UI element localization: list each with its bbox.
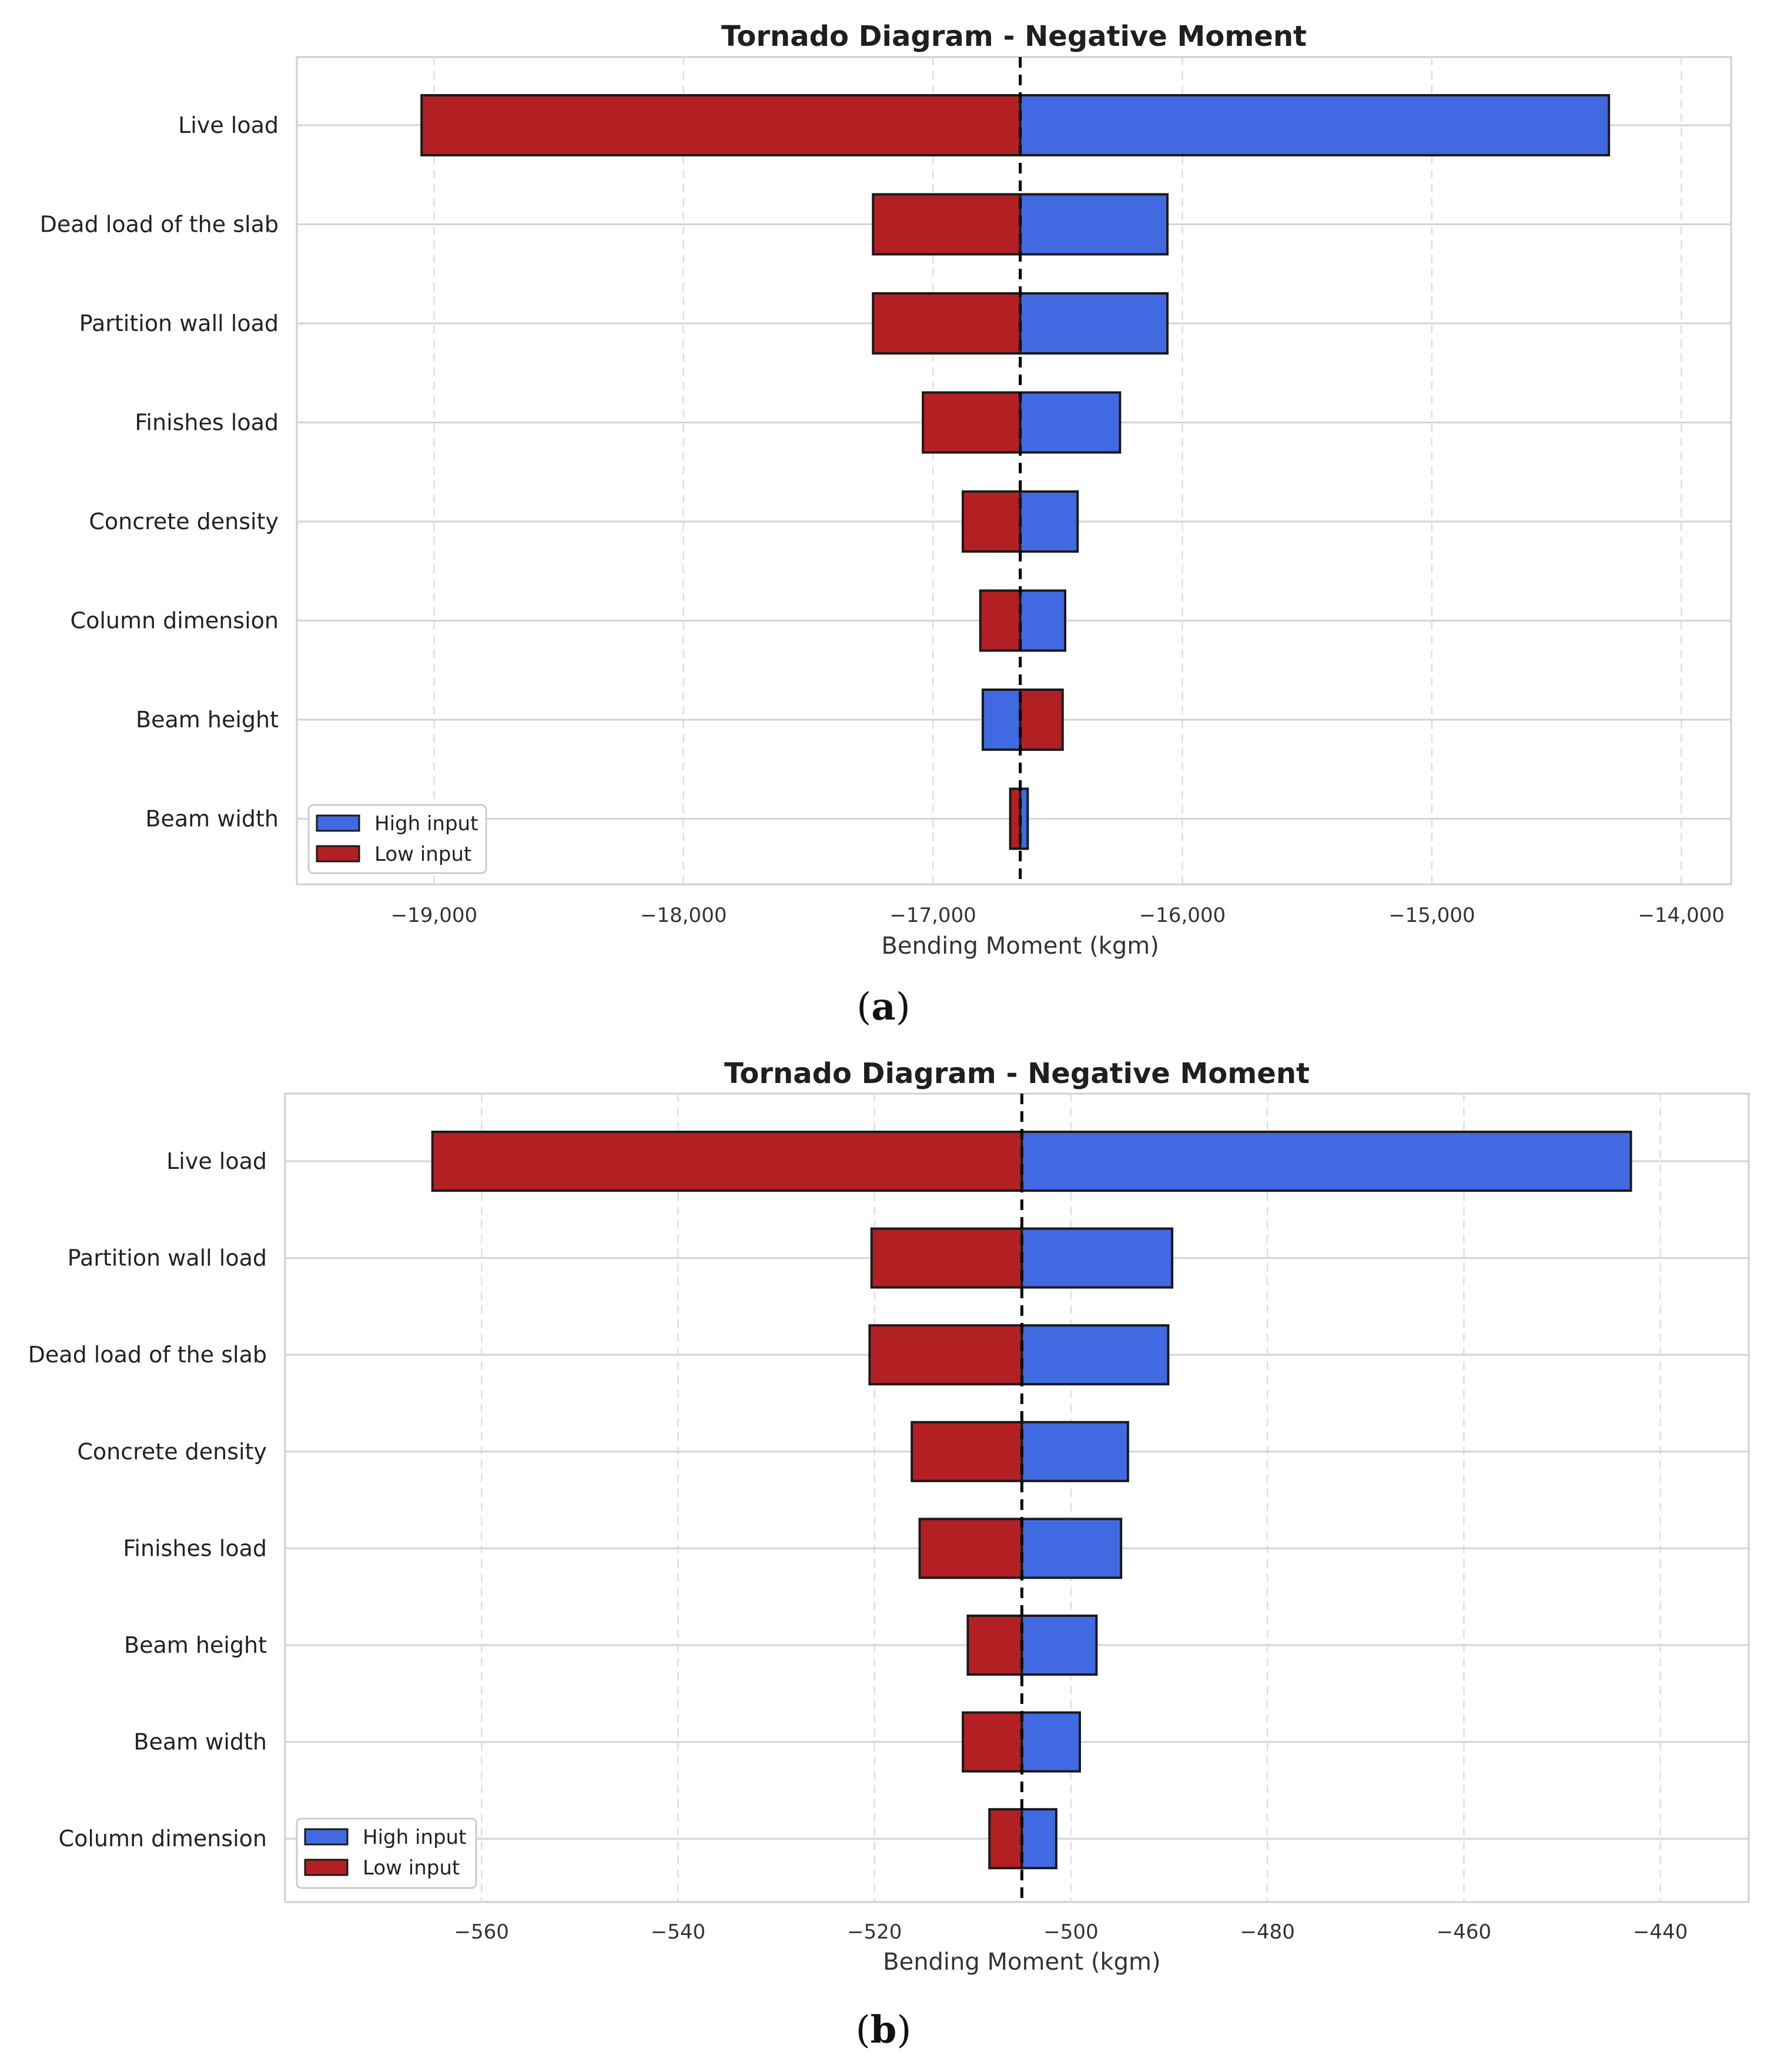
y-tick-label-beam-height: Beam height xyxy=(124,1632,267,1658)
bar-high-beam-height xyxy=(1020,1615,1098,1676)
bar-high-partition-wall-load xyxy=(1020,1227,1174,1289)
plot-area xyxy=(284,1092,1750,1903)
x-tick-label: −17,000 xyxy=(889,904,976,927)
bar-high-dead-load-of-the-slab xyxy=(1019,193,1169,256)
y-tick-label-beam-width: Beam width xyxy=(145,806,279,832)
legend-swatch-high xyxy=(316,814,360,832)
bar-low-concrete-density xyxy=(962,490,1022,553)
bar-low-partition-wall-load xyxy=(872,292,1022,355)
x-tick-label: −16,000 xyxy=(1139,904,1226,927)
bar-low-live-load xyxy=(431,1131,1023,1192)
bar-low-column-dimension xyxy=(988,1808,1023,1870)
y-tick-label-concrete-density: Concrete density xyxy=(89,509,279,534)
bar-high-column-dimension xyxy=(1020,1808,1057,1870)
y-tick-label-concrete-density: Concrete density xyxy=(77,1439,267,1465)
y-tick-label-live-load: Live load xyxy=(166,1148,267,1174)
legend: High input Low input xyxy=(296,1817,477,1889)
x-tick-label: −480 xyxy=(1240,1920,1294,1944)
x-axis-label: Bending Moment (kgm) xyxy=(881,933,1159,960)
y-tick-label-column-dimension: Column dimension xyxy=(71,608,279,634)
bar-low-beam-width xyxy=(962,1711,1023,1773)
y-tick-label-finishes-load: Finishes load xyxy=(123,1535,267,1561)
legend-label-low: Low input xyxy=(363,1856,460,1880)
chart-title: Tornado Diagram - Negative Moment xyxy=(721,20,1307,53)
chart-b: Live load Partition wall load Dead load of… xyxy=(28,1057,1750,1976)
bar-high-live-load xyxy=(1020,1131,1632,1192)
legend-swatch-high xyxy=(304,1828,349,1846)
legend-label-low: Low input xyxy=(374,843,471,866)
x-axis-label: Bending Moment (kgm) xyxy=(883,1949,1160,1976)
chart-a: Live load Dead load of the slab Partition … xyxy=(40,20,1732,960)
bar-low-beam-height xyxy=(966,1615,1023,1676)
legend-swatch-low xyxy=(316,845,360,863)
x-tick-label: −460 xyxy=(1437,1920,1491,1944)
y-tick-label-beam-height: Beam height xyxy=(136,707,279,733)
legend: High input Low input xyxy=(307,804,487,874)
x-tick-label: −520 xyxy=(847,1920,902,1944)
x-tick-label: −540 xyxy=(651,1920,705,1944)
legend-label-high: High input xyxy=(374,812,478,836)
bar-high-live-load xyxy=(1019,94,1611,156)
x-tick-label: −560 xyxy=(454,1920,509,1944)
bar-high-beam-height xyxy=(981,689,1022,751)
legend-swatch-low xyxy=(304,1859,349,1876)
x-tick-label: −500 xyxy=(1043,1920,1098,1944)
y-tick-label-partition-wall-load: Partition wall load xyxy=(68,1245,267,1271)
legend-label-high: High input xyxy=(363,1826,466,1849)
bar-high-column-dimension xyxy=(1019,589,1066,652)
bar-low-concrete-density xyxy=(911,1421,1023,1482)
y-tick-label-partition-wall-load: Partition wall load xyxy=(79,310,279,336)
y-tick-label-dead-load-of-the-slab: Dead load of the slab xyxy=(40,212,279,238)
x-tick-label: −15,000 xyxy=(1388,904,1475,927)
chart-title: Tornado Diagram - Negative Moment xyxy=(724,1057,1310,1090)
bar-high-finishes-load xyxy=(1020,1518,1123,1579)
caption-a: (a) xyxy=(856,985,911,1029)
y-tick-label-finishes-load: Finishes load xyxy=(135,410,279,436)
y-tick-label-live-load: Live load xyxy=(178,112,279,138)
x-tick-label: −440 xyxy=(1633,1920,1688,1944)
bar-low-live-load xyxy=(420,94,1022,156)
x-tick-label: −18,000 xyxy=(640,904,727,927)
bar-high-partition-wall-load xyxy=(1019,292,1169,355)
bar-low-dead-load-of-the-slab xyxy=(868,1324,1023,1386)
y-tick-label-column-dimension: Column dimension xyxy=(59,1826,267,1852)
caption-b: (b) xyxy=(855,2008,912,2052)
bar-low-partition-wall-load xyxy=(870,1227,1023,1289)
x-tick-label: −14,000 xyxy=(1638,904,1724,927)
bar-high-concrete-density xyxy=(1019,490,1079,553)
bar-high-dead-load-of-the-slab xyxy=(1020,1324,1170,1386)
y-tick-label-beam-width: Beam width xyxy=(133,1729,267,1755)
bar-low-beam-width xyxy=(1009,787,1022,850)
bar-high-beam-width xyxy=(1020,1711,1081,1773)
y-tick-label-dead-load-of-the-slab: Dead load of the slab xyxy=(28,1342,267,1368)
bar-high-finishes-load xyxy=(1019,391,1122,454)
bar-high-concrete-density xyxy=(1020,1421,1129,1482)
plot-area xyxy=(296,56,1732,885)
bar-low-beam-height xyxy=(1019,689,1064,751)
bar-low-column-dimension xyxy=(979,589,1022,652)
bar-low-finishes-load xyxy=(918,1518,1023,1579)
bar-low-finishes-load xyxy=(922,391,1022,454)
x-tick-label: −19,000 xyxy=(391,904,477,927)
bar-low-dead-load-of-the-slab xyxy=(872,193,1022,256)
